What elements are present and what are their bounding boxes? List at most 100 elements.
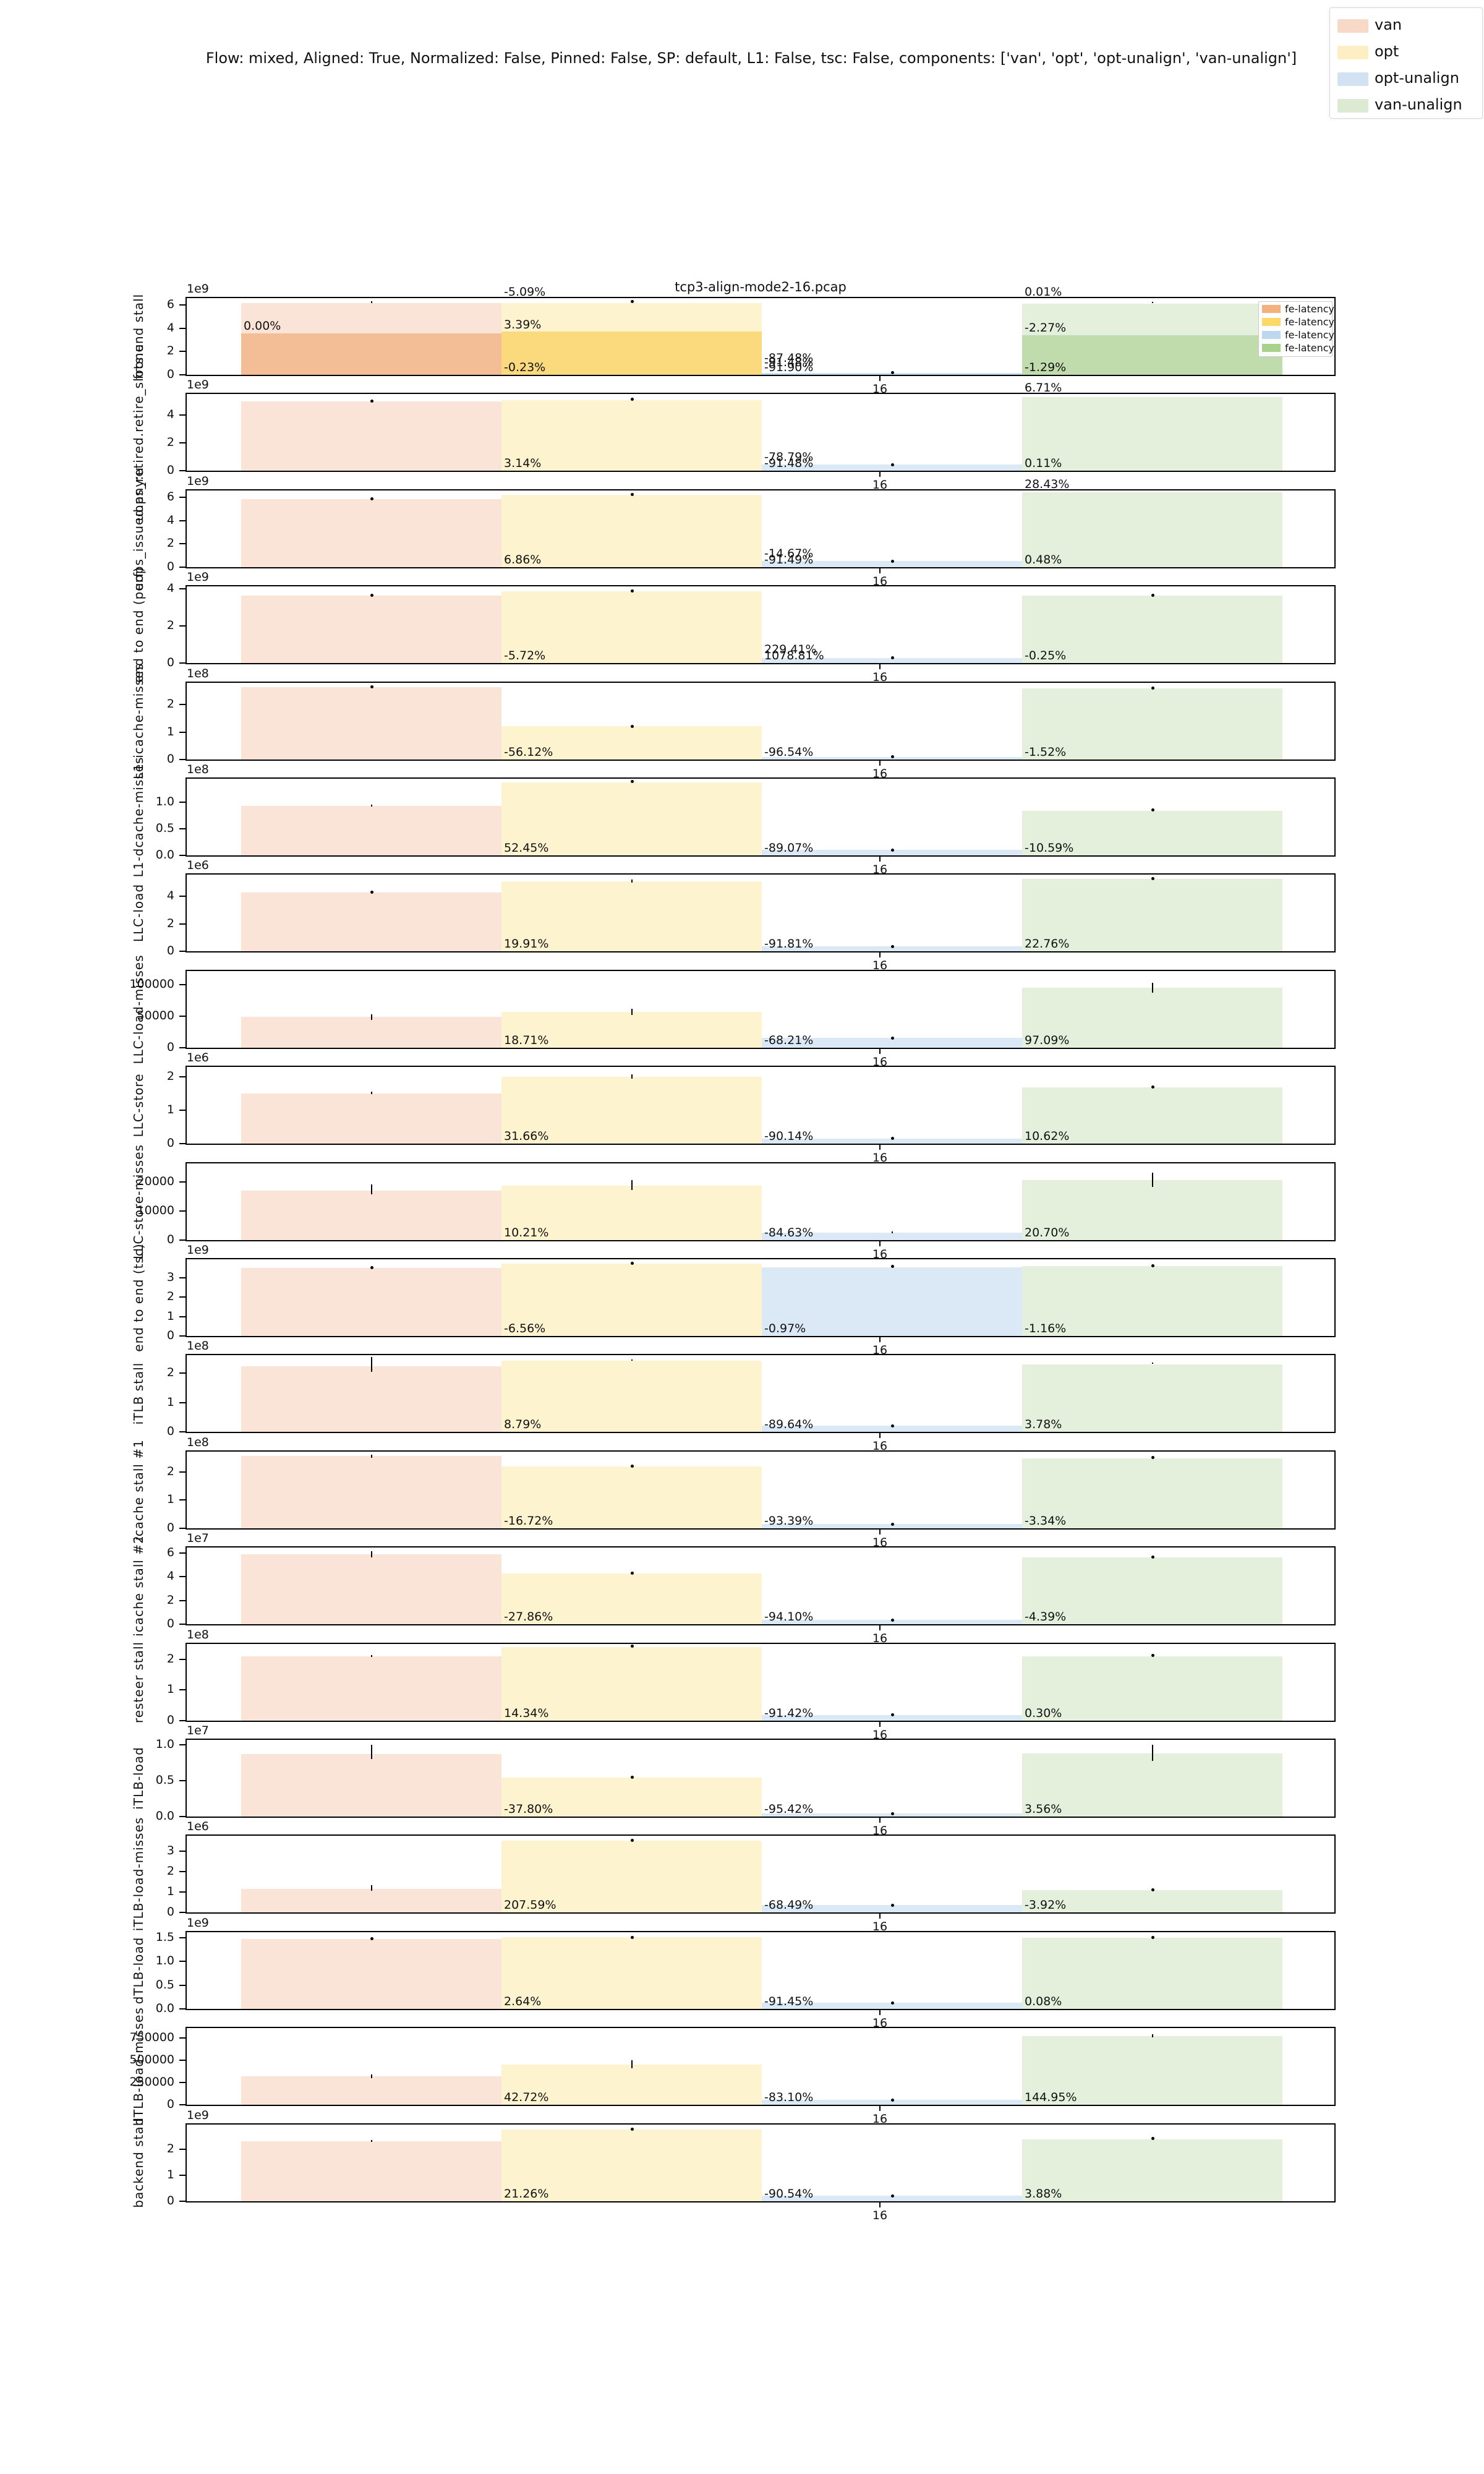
bar-van-unalign xyxy=(1022,688,1282,760)
legend-label: van xyxy=(1375,16,1402,33)
x-tick-mark xyxy=(879,952,881,957)
x-tick-label: 16 xyxy=(872,1343,888,1357)
y-tick-mark xyxy=(179,1471,186,1473)
error-marker xyxy=(631,1838,634,1842)
y-tick-label: 2 xyxy=(166,344,174,358)
x-tick-mark xyxy=(879,1530,881,1534)
x-tick-label: 16 xyxy=(872,575,888,588)
percent-label: 22.76% xyxy=(1025,936,1070,951)
percent-label: -89.07% xyxy=(764,841,814,855)
y-tick-mark xyxy=(179,374,186,375)
y-tick-mark xyxy=(179,2174,186,2176)
y-tick-label: 1 xyxy=(166,1395,174,1409)
error-marker xyxy=(891,848,894,852)
error-marker xyxy=(891,1903,894,1907)
y-tick-mark xyxy=(179,1937,186,1939)
y-axis-scale: 1e6 xyxy=(187,858,209,872)
bar-opt-unalign xyxy=(762,1904,1022,1912)
error-marker xyxy=(891,2098,894,2102)
error-bar xyxy=(371,1184,372,1194)
error-bar xyxy=(371,1454,372,1458)
error-marker xyxy=(631,1935,634,1939)
y-tick-mark xyxy=(179,1372,186,1374)
y-tick-mark xyxy=(179,1431,186,1432)
error-bar xyxy=(1152,1172,1153,1187)
y-tick-mark xyxy=(179,1576,186,1578)
x-tick-mark xyxy=(879,1337,881,1342)
bar-van-unalign xyxy=(1022,1753,1282,1817)
bar-van-unalign xyxy=(1022,596,1282,663)
error-marker xyxy=(891,1137,894,1141)
y-tick-mark xyxy=(179,1528,186,1529)
bar-opt xyxy=(501,1937,762,2009)
percent-label: 28.43% xyxy=(1025,477,1070,491)
error-marker xyxy=(370,1937,373,1940)
error-marker xyxy=(631,1464,634,1468)
bar-van-unalign xyxy=(1022,1656,1282,1721)
y-tick-mark xyxy=(179,1961,186,1963)
bar-van xyxy=(241,2076,501,2105)
x-tick-mark xyxy=(879,1049,881,1054)
y-tick-mark xyxy=(179,1912,186,1913)
bar-van xyxy=(241,401,501,471)
error-bar xyxy=(1152,983,1153,993)
y-tick-mark xyxy=(179,759,186,760)
percent-label: 3.78% xyxy=(1025,1417,1062,1431)
bar-van xyxy=(241,805,501,855)
inner-legend-label: fe-latency xyxy=(1285,316,1335,328)
x-tick-mark xyxy=(879,1433,881,1438)
x-tick-label: 16 xyxy=(872,1439,888,1453)
y-tick-label: 4 xyxy=(166,320,174,335)
y-tick-label: 2 xyxy=(166,697,174,711)
inner-legend-swatch xyxy=(1262,331,1281,339)
bar-opt-unalign xyxy=(762,1267,1022,1336)
bar-van xyxy=(241,1017,501,1048)
y-tick-label: 0 xyxy=(166,944,174,957)
y-tick-label: 0 xyxy=(166,2097,174,2111)
y-tick-mark xyxy=(179,1984,186,1986)
error-marker xyxy=(1151,876,1154,880)
percent-label: -1.52% xyxy=(1025,745,1067,759)
percent-label: 42.72% xyxy=(504,2090,549,2104)
y-axis-scale: 1e8 xyxy=(187,1339,209,1353)
percent-label: 6.86% xyxy=(504,552,542,567)
bar-opt xyxy=(501,2129,762,2201)
bar-van-unalign xyxy=(1022,1938,1282,2009)
error-marker xyxy=(891,1812,894,1816)
y-tick-mark xyxy=(179,704,186,706)
percent-label: -0.25% xyxy=(1025,648,1067,662)
y-tick-label: 2 xyxy=(166,916,174,930)
bar-van xyxy=(241,2141,501,2201)
bar-van xyxy=(241,687,501,760)
error-bar xyxy=(371,1356,372,1372)
error-bar xyxy=(631,880,633,883)
x-tick-mark xyxy=(879,857,881,862)
y-tick-label: 250000 xyxy=(129,2074,174,2089)
x-tick-mark xyxy=(879,2010,881,2015)
y-tick-label: 2 xyxy=(166,2141,174,2155)
x-tick-label: 16 xyxy=(872,1632,888,1645)
error-marker xyxy=(891,1619,894,1622)
y-axis-label: iTLB-load xyxy=(131,1747,146,1810)
y-tick-label: 1 xyxy=(166,1103,174,1117)
y-tick-label: 0 xyxy=(166,560,174,573)
bar-opt-unalign xyxy=(762,850,1022,855)
percent-label: -68.49% xyxy=(764,1898,814,1912)
bar-opt-unalign xyxy=(762,1714,1022,1721)
y-tick-mark xyxy=(179,984,186,986)
y-axis-scale: 1e6 xyxy=(187,1051,209,1064)
error-bar xyxy=(1152,1745,1153,1761)
y-axis-scale: 1e9 xyxy=(187,378,209,392)
bar-van xyxy=(241,1938,501,2009)
error-marker xyxy=(891,2001,894,2005)
percent-label: -1.29% xyxy=(1025,360,1067,374)
percent-label: -91.48% xyxy=(764,456,814,470)
y-tick-label: 1 xyxy=(166,724,174,738)
bar-van xyxy=(241,1268,501,1336)
y-tick-label: 0 xyxy=(166,1521,174,1534)
y-tick-label: 750000 xyxy=(129,2030,174,2044)
bar-fe-overlay-van xyxy=(241,333,501,375)
percent-label: -91.49% xyxy=(764,552,814,567)
x-tick-mark xyxy=(879,568,881,573)
y-axis-scale: 1e7 xyxy=(187,1531,209,1545)
